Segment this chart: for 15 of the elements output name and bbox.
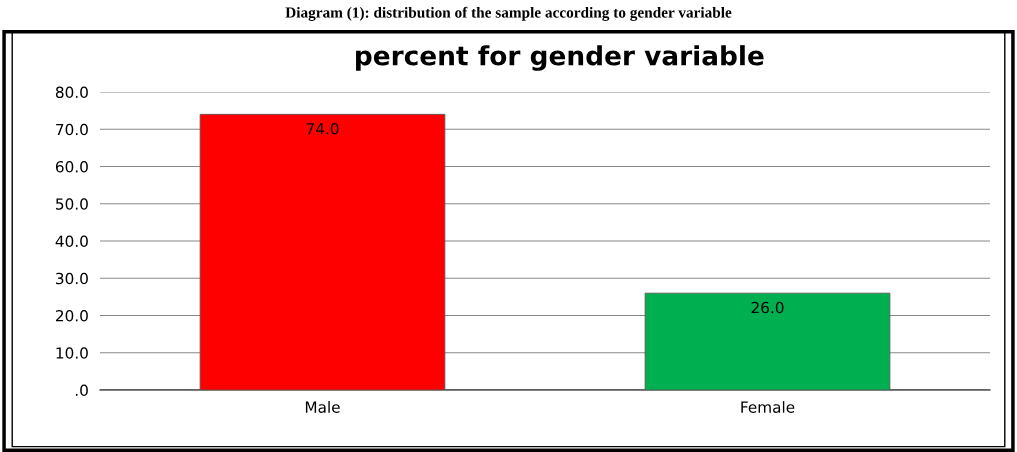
y-tick-label: 50.0 [56, 198, 88, 210]
data-label: 26.0 [751, 301, 784, 314]
y-tick-label: 80.0 [55, 86, 88, 99]
chart-title: percent for gender variable [356, 45, 764, 71]
y-tick-label: 70.0 [56, 123, 88, 136]
y-tick-label: 30.0 [56, 272, 88, 285]
y-tick-label: 20.0 [55, 309, 88, 322]
y-tick-label: 10.0 [56, 347, 88, 359]
x-tick-label: Female [741, 401, 795, 413]
text: Diagram (1): distribution of the sample according to gender variable [285, 6, 732, 21]
y-tick-label: .0 [75, 384, 88, 397]
data-label: 74.0 [306, 122, 339, 135]
x-tick-label: Male [305, 401, 340, 413]
y-tick-label: 40.0 [55, 235, 88, 248]
y-tick-label: 60.0 [55, 160, 88, 173]
